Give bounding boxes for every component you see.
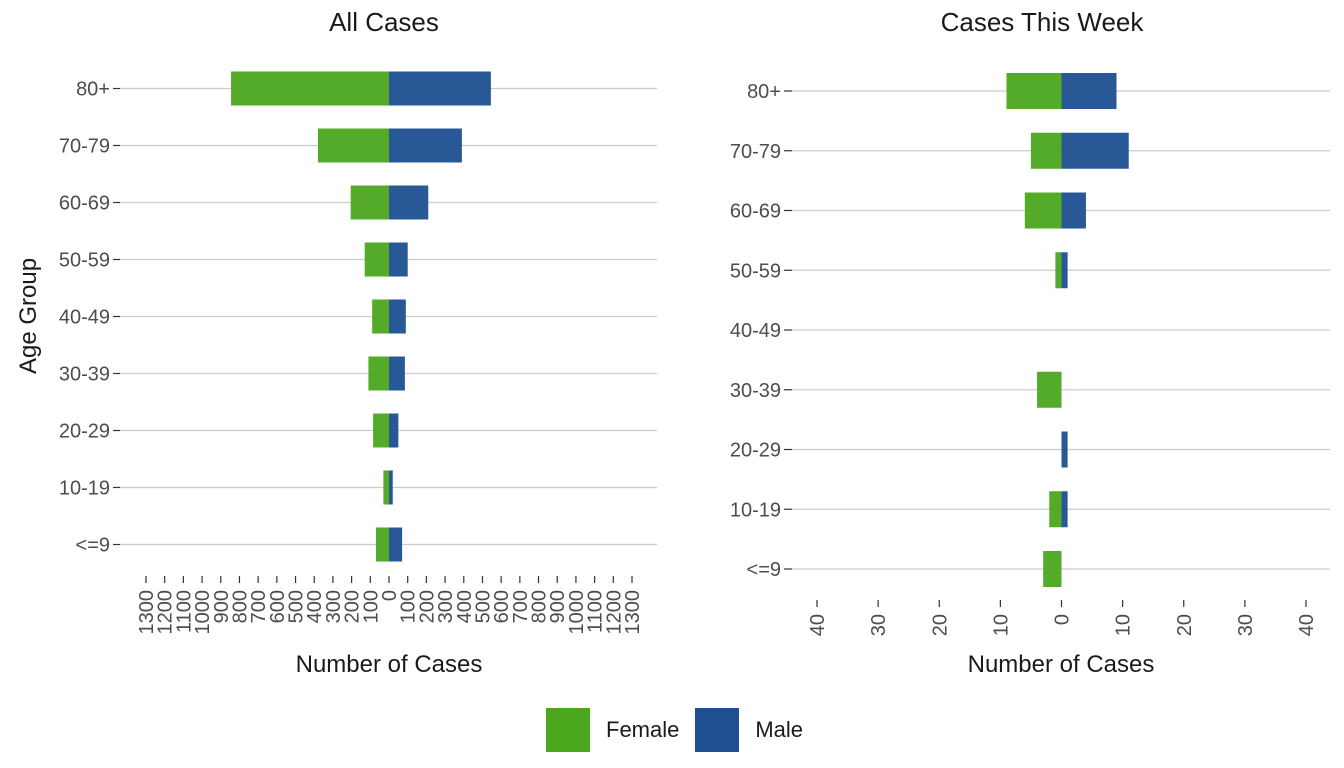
legend-swatch-male xyxy=(695,708,740,752)
this-week-y-tick-label: 30-39 xyxy=(730,380,781,402)
all-cases-y-tick-label: 70-79 xyxy=(59,136,110,158)
this-week-x-tick-label: 10 xyxy=(1113,614,1135,636)
all-cases-x-tick-label: 1100 xyxy=(173,590,195,633)
all-cases-x-tick-label: 1200 xyxy=(155,590,177,635)
all-cases-x-tick-label: 200 xyxy=(342,590,364,623)
all-cases-x-tick-label: 1300 xyxy=(622,590,644,635)
all-cases-bar-female xyxy=(368,356,389,391)
all-cases-x-tick-label: 400 xyxy=(304,590,326,623)
all-cases-x-tick-label: 800 xyxy=(529,590,551,623)
this-week-x-tick-label: 10 xyxy=(990,614,1012,636)
legend-item-female: Female xyxy=(546,708,679,752)
all-cases-bar-male xyxy=(389,413,399,448)
all-cases-x-tick-label: 800 xyxy=(229,590,251,623)
all-cases-bar-male xyxy=(389,470,393,505)
all-cases-x-tick-label: 1000 xyxy=(566,590,588,635)
this-week-y-tick-label: 80+ xyxy=(747,81,781,103)
all-cases-bar-female xyxy=(383,470,389,505)
legend: Female Male xyxy=(546,708,819,752)
all-cases-bar-male xyxy=(389,299,406,334)
all-cases-x-tick-label: 400 xyxy=(454,590,476,623)
all-cases-x-axis-label: Number of Cases xyxy=(296,651,483,678)
all-cases-x-tick-label: 1100 xyxy=(585,590,607,633)
all-cases-x-tick-label: 600 xyxy=(267,590,289,623)
all-cases-bar-male xyxy=(389,185,429,220)
all-cases-x-tick-label: 1200 xyxy=(603,590,625,635)
this-week-y-tick-label: 60-69 xyxy=(730,201,781,223)
all-cases-x-tick-label: 300 xyxy=(435,590,457,623)
all-cases-title: All Cases xyxy=(329,7,439,37)
all-cases-bar-male xyxy=(389,71,491,106)
all-cases-bar-male xyxy=(389,128,462,163)
this-week-title: Cases This Week xyxy=(941,7,1145,37)
this-week-bar-male xyxy=(1061,132,1129,169)
all-cases-y-tick-label: 30-39 xyxy=(59,364,110,386)
this-week-bar-female xyxy=(1049,491,1062,528)
all-cases-y-tick-label: 40-49 xyxy=(59,307,110,329)
this-week-y-tick-label: 70-79 xyxy=(730,141,781,163)
all-cases-y-tick-label: 80+ xyxy=(76,79,110,101)
all-cases-bar-female xyxy=(350,185,389,220)
all-cases-y-tick-label: 60-69 xyxy=(59,193,110,215)
all-cases-x-tick-label: 1300 xyxy=(136,590,158,635)
this-week-y-tick-label: 10-19 xyxy=(730,499,781,521)
all-cases-x-tick-label: 500 xyxy=(286,590,308,623)
legend-swatch-female xyxy=(546,708,590,752)
this-week-x-tick-label: 20 xyxy=(1174,614,1196,636)
all-cases-y-tick-label: 10-19 xyxy=(59,478,110,500)
this-week-y-tick-label: 40-49 xyxy=(730,320,781,342)
this-week-bar-male xyxy=(1061,491,1068,528)
all-cases-x-tick-label: 100 xyxy=(360,590,382,623)
all-cases-x-tick-label: 0 xyxy=(379,590,401,601)
all-cases-y-tick-label: <=9 xyxy=(76,535,110,557)
all-cases-x-tick-label: 900 xyxy=(211,590,233,623)
all-cases-y-tick-label: 20-29 xyxy=(59,421,110,443)
all-cases-bar-female xyxy=(373,413,389,448)
all-cases-x-tick-label: 500 xyxy=(472,590,494,623)
this-week-x-tick-label: 20 xyxy=(929,614,951,636)
all-cases-x-tick-label: 200 xyxy=(416,590,438,623)
this-week-bar-female xyxy=(1037,371,1062,408)
this-week-bar-male xyxy=(1061,252,1068,289)
all-cases-x-tick-label: 300 xyxy=(323,590,345,623)
this-week-bar-female xyxy=(1024,192,1062,229)
this-week-y-tick-label: 50-59 xyxy=(730,260,781,282)
this-week-x-axis-label: Number of Cases xyxy=(968,651,1155,678)
legend-item-male: Male xyxy=(695,708,803,752)
all-cases-x-tick-label: 100 xyxy=(398,590,420,623)
this-week-bar-female xyxy=(1006,73,1062,109)
all-cases-bar-male xyxy=(389,356,405,391)
all-cases-x-tick-label: 1000 xyxy=(192,590,214,635)
legend-label-male: Male xyxy=(755,717,804,742)
all-cases-y-tick-label: 50-59 xyxy=(59,250,110,272)
this-week-x-tick-label: 40 xyxy=(1296,614,1318,636)
this-week-y-tick-label: <=9 xyxy=(747,559,781,581)
this-week-x-tick-label: 30 xyxy=(1235,614,1257,636)
all-cases-bar-male xyxy=(389,527,403,562)
all-cases-bar-female xyxy=(317,128,389,163)
legend-label-female: Female xyxy=(606,717,680,742)
all-cases-bar-male xyxy=(389,242,408,277)
this-week-bar-male xyxy=(1061,73,1117,109)
this-week-bar-female xyxy=(1043,551,1062,587)
all-cases-x-tick-label: 700 xyxy=(510,590,532,623)
this-week-bar-female xyxy=(1030,132,1062,169)
this-week-x-tick-label: 0 xyxy=(1052,614,1074,625)
all-cases-x-tick-label: 600 xyxy=(491,590,513,623)
this-week-bar-female xyxy=(1055,252,1062,289)
this-week-x-tick-label: 40 xyxy=(807,614,829,636)
this-week-y-tick-label: 20-29 xyxy=(730,440,781,462)
all-cases-y-axis-label: Age Group xyxy=(15,258,42,374)
all-cases-bar-female xyxy=(372,299,389,334)
all-cases-x-tick-label: 900 xyxy=(547,590,569,623)
all-cases-bar-female xyxy=(375,527,389,562)
this-week-bar-male xyxy=(1061,431,1068,468)
all-cases-bar-female xyxy=(231,71,389,106)
all-cases-bar-female xyxy=(364,242,389,277)
this-week-bar-male xyxy=(1061,192,1086,229)
this-week-x-tick-label: 30 xyxy=(868,614,890,636)
all-cases-x-tick-label: 700 xyxy=(248,590,270,623)
